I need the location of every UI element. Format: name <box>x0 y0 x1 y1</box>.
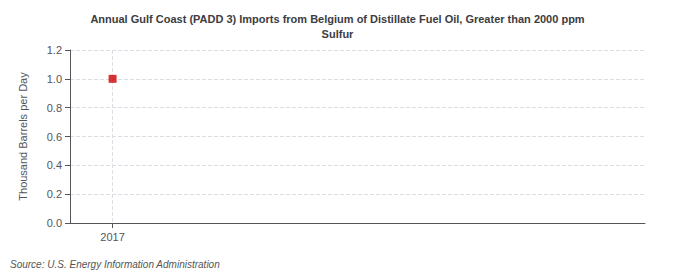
svg-text:Thousand Barrels per Day: Thousand Barrels per Day <box>17 72 29 201</box>
svg-text:Annual Gulf Coast (PADD 3) Imp: Annual Gulf Coast (PADD 3) Imports from … <box>90 13 584 25</box>
svg-text:0.2: 0.2 <box>47 188 62 200</box>
svg-text:2017: 2017 <box>100 231 124 243</box>
svg-text:Sulfur: Sulfur <box>322 28 354 40</box>
svg-text:1.0: 1.0 <box>47 73 62 85</box>
svg-text:1.2: 1.2 <box>47 44 62 56</box>
svg-text:0.8: 0.8 <box>47 102 62 114</box>
svg-text:0.6: 0.6 <box>47 131 62 143</box>
svg-text:0.4: 0.4 <box>47 159 62 171</box>
svg-text:Source: U.S. Energy Informatio: Source: U.S. Energy Information Administ… <box>10 259 220 270</box>
svg-text:0.0: 0.0 <box>47 217 62 229</box>
